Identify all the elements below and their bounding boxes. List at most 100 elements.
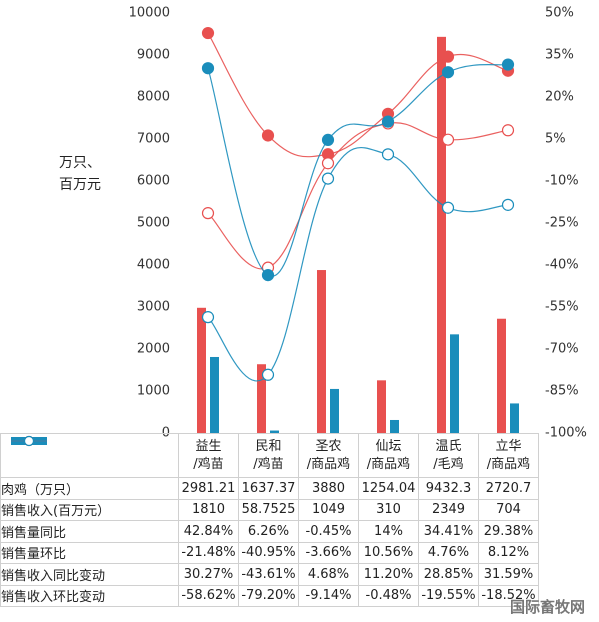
table-value: -0.45% [298, 520, 359, 543]
legend-label: 销售量环比 [1, 547, 67, 563]
bar [270, 430, 279, 433]
table-row: 销售量环比 -21.48% -40.95% -3.66% 10.56% 4.76% 8.12… [0, 435, 539, 564]
table-value: 29.38% [478, 520, 539, 543]
legend-entry: 销售量同比 [0, 435, 179, 543]
marker [381, 115, 395, 128]
table-row: 销售收入同比变动 30.27% -43.61% 4.68% 11.20% 28.85% 31… [0, 435, 539, 586]
y-tick-label: 10000 [129, 6, 170, 21]
table-value: 2349 [418, 498, 479, 521]
table-value: 1810 [178, 498, 239, 521]
x-tick-label: 圣农 /商品鸡 [298, 433, 359, 478]
watermark: 国际畜牧网 [509, 598, 585, 616]
y-tick-label: 1000 [137, 384, 170, 399]
bar [197, 307, 206, 433]
marker [261, 129, 275, 142]
legend-entry: 销售量环比 [0, 435, 179, 564]
x-tick-label: 益生 /鸡苗 [178, 433, 239, 478]
table-value: -40.95% [238, 541, 299, 564]
table-value: 2981.21 [178, 477, 239, 500]
x-tick-label: 温氏 /毛鸡 [418, 433, 479, 478]
y2-tick-label: -70% [545, 342, 579, 357]
legend-entry: 销售收入(百万元） [0, 436, 179, 521]
marker [501, 58, 515, 71]
marker [261, 368, 275, 381]
table-value: -0.48% [358, 584, 419, 607]
table-value: -43.61% [238, 563, 299, 586]
table-value: 28.85% [418, 563, 479, 586]
table-row: 销售收入(百万元） 1810 58.7525 1049 310 2349 704 [0, 436, 539, 521]
y2-tick-label: -85% [545, 384, 579, 399]
marker [321, 133, 335, 146]
y2-tick-label: 5% [545, 132, 566, 147]
legend-label: 销售收入环比变动 [1, 590, 106, 606]
table-value: -21.48% [178, 541, 239, 564]
x-tick-label: 仙坛 /商品鸡 [358, 433, 419, 478]
marker [501, 198, 515, 211]
y-tick-label: 9000 [137, 48, 170, 63]
y2-tick-label: 35% [545, 48, 574, 63]
table-value: 704 [478, 498, 539, 521]
table-value: 1637.37 [238, 477, 299, 500]
bar [437, 36, 446, 434]
marker [441, 50, 455, 63]
bar [450, 334, 459, 433]
table-value: -3.66% [298, 541, 359, 564]
marker [201, 26, 215, 40]
bar [497, 318, 506, 433]
table-value: 1049 [298, 498, 359, 521]
marker [501, 124, 515, 137]
table-value: 4.76% [418, 541, 479, 564]
marker [381, 148, 395, 161]
y2-tick-label: -55% [545, 300, 579, 315]
y2-tick-label: -10% [545, 174, 579, 189]
marker [441, 66, 455, 79]
legend-label: 销售收入(百万元） [1, 504, 111, 520]
table-header: 益生 /鸡苗 民和 /鸡苗 圣农 /商品鸡 仙坛 /商品鸡 温氏 /毛鸡 立华 /商品鸡 [0, 433, 539, 478]
table-value: 14% [358, 520, 419, 543]
legend-label: 肉鸡（万只） [1, 482, 80, 498]
legend-entry: 销售收入同比变动 [0, 435, 179, 586]
bar [210, 356, 219, 433]
bar [330, 388, 339, 433]
bar [257, 364, 266, 433]
marker [201, 62, 215, 75]
table-value: 10.56% [358, 541, 419, 564]
table-value: 2720.7 [478, 477, 539, 500]
legend-entry: 肉鸡（万只） [0, 436, 179, 500]
y-tick-label: 4000 [137, 258, 170, 273]
y-tick-label: 8000 [137, 90, 170, 105]
bar [317, 270, 326, 433]
table-row: 销售收入环比变动 -58.62% -79.20% -9.14% -0.48% -19.55… [0, 435, 539, 607]
legend-label: 销售量同比 [1, 525, 67, 541]
table-row: 销售量同比 42.84% 6.26% -0.45% 14% 34.41% 29.38% [0, 435, 539, 543]
marker [321, 157, 335, 170]
marker [441, 201, 455, 214]
y-tick-label: 7000 [137, 132, 170, 147]
table-value: 9432.3 [418, 477, 479, 500]
y-tick-label: 6000 [137, 174, 170, 189]
marker [201, 311, 215, 324]
line [207, 63, 509, 277]
y-tick-label: 5000 [137, 216, 170, 231]
y2-tick-label: -100% [545, 426, 587, 441]
bar [390, 419, 399, 433]
data-table: 益生 /鸡苗 民和 /鸡苗 圣农 /商品鸡 仙坛 /商品鸡 温氏 /毛鸡 立华 /商品鸡肉… [0, 433, 539, 607]
y2-tick-label: 50% [545, 6, 574, 21]
legend-marker [23, 435, 34, 446]
table-value: 34.41% [418, 520, 479, 543]
line [207, 147, 509, 382]
y2-tick-label: -40% [545, 258, 579, 273]
table-value: 6.26% [238, 520, 299, 543]
table-value: 1254.04 [358, 477, 419, 500]
bar [510, 403, 519, 433]
marker [201, 207, 215, 220]
x-tick-label: 民和 /鸡苗 [238, 433, 299, 478]
line [207, 32, 509, 158]
y2-tick-label: 20% [545, 90, 574, 105]
table-value: -9.14% [298, 584, 359, 607]
table-value: 42.84% [178, 520, 239, 543]
table-value: 8.12% [478, 541, 539, 564]
bar [377, 380, 386, 433]
table-value: -58.62% [178, 584, 239, 607]
